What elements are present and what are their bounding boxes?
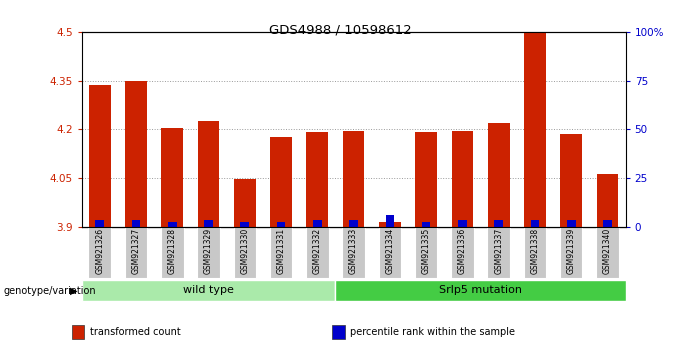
Bar	[313, 220, 322, 227]
Text: genotype/variation: genotype/variation	[3, 286, 96, 296]
Bar	[567, 220, 575, 227]
Text: GSM921331: GSM921331	[277, 228, 286, 274]
Bar	[422, 222, 430, 227]
Bar	[270, 137, 292, 227]
Bar	[88, 227, 111, 278]
Bar	[452, 131, 473, 227]
Bar	[379, 222, 401, 227]
Bar	[596, 174, 618, 227]
Text: GSM921340: GSM921340	[603, 228, 612, 274]
Bar	[386, 215, 394, 227]
Text: GSM921334: GSM921334	[386, 228, 394, 274]
Bar	[197, 227, 220, 278]
Bar	[458, 220, 466, 227]
Text: GSM921335: GSM921335	[422, 228, 430, 274]
Bar	[124, 227, 148, 278]
Bar	[270, 227, 292, 278]
Bar	[332, 325, 345, 339]
Bar	[125, 81, 147, 227]
Bar	[132, 220, 140, 227]
Bar	[488, 123, 509, 227]
Bar	[161, 227, 184, 278]
Bar	[603, 220, 612, 227]
Bar	[307, 132, 328, 227]
Text: Srlp5 mutation: Srlp5 mutation	[439, 285, 522, 295]
Bar	[379, 227, 401, 278]
Bar	[488, 227, 510, 278]
Text: GSM921337: GSM921337	[494, 228, 503, 274]
Bar	[161, 127, 183, 227]
Bar	[524, 227, 546, 278]
Bar	[342, 227, 365, 278]
Bar	[198, 121, 220, 227]
Bar	[95, 220, 104, 227]
Bar	[524, 34, 546, 227]
Bar	[343, 131, 364, 227]
Bar	[241, 222, 249, 227]
Bar	[596, 227, 619, 278]
Bar	[277, 222, 286, 227]
Text: GSM921330: GSM921330	[240, 228, 250, 274]
Text: GSM921336: GSM921336	[458, 228, 467, 274]
Bar	[89, 85, 111, 227]
Bar	[415, 227, 437, 278]
Text: GSM921339: GSM921339	[566, 228, 576, 274]
Text: GSM921333: GSM921333	[349, 228, 358, 274]
Text: ▶: ▶	[69, 286, 78, 296]
Text: GSM921327: GSM921327	[131, 228, 141, 274]
Bar	[560, 134, 582, 227]
Bar	[530, 220, 539, 227]
Bar	[233, 227, 256, 278]
Bar	[306, 227, 328, 278]
Text: transformed count: transformed count	[90, 327, 181, 337]
Text: GSM921328: GSM921328	[168, 228, 177, 274]
Bar	[350, 220, 358, 227]
Text: GSM921329: GSM921329	[204, 228, 213, 274]
Bar	[234, 178, 256, 227]
Bar	[82, 280, 335, 302]
Bar	[335, 280, 626, 302]
Text: wild type: wild type	[183, 285, 234, 295]
Bar	[451, 227, 474, 278]
Bar	[494, 220, 503, 227]
Bar	[204, 220, 213, 227]
Bar	[415, 132, 437, 227]
Text: GDS4988 / 10598612: GDS4988 / 10598612	[269, 23, 411, 36]
Bar	[72, 325, 84, 339]
Text: GSM921332: GSM921332	[313, 228, 322, 274]
Bar	[560, 227, 583, 278]
Text: GSM921338: GSM921338	[530, 228, 539, 274]
Bar	[168, 222, 177, 227]
Text: percentile rank within the sample: percentile rank within the sample	[350, 327, 515, 337]
Text: GSM921326: GSM921326	[95, 228, 104, 274]
